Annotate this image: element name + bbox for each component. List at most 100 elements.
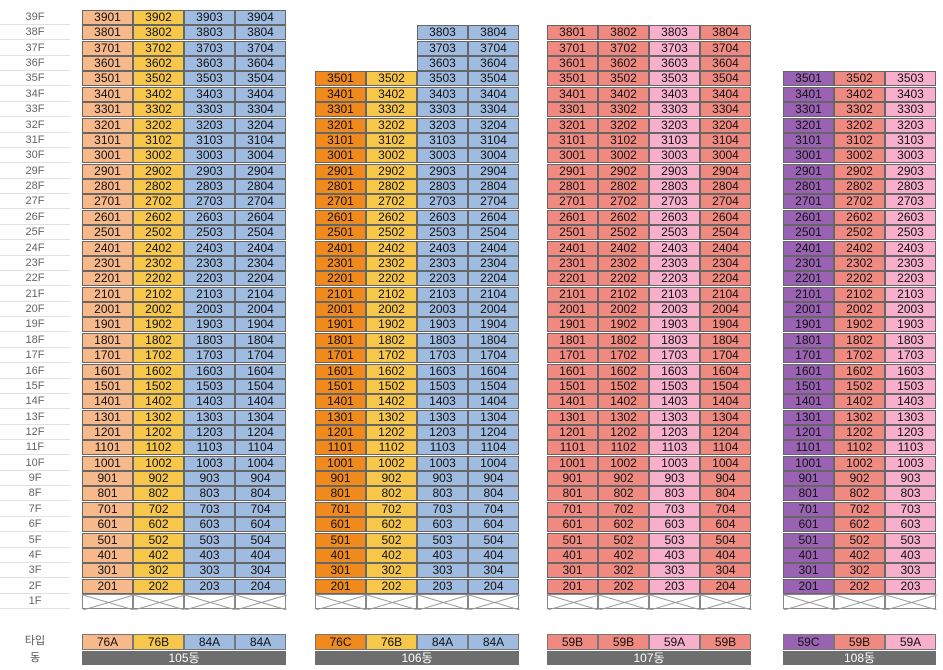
unit-cell[interactable]: 1703 (184, 348, 235, 364)
unit-cell[interactable]: 3003 (184, 148, 235, 164)
unit-cell[interactable]: 2501 (547, 225, 598, 241)
unit-cell[interactable]: 2903 (649, 163, 700, 179)
unit-cell[interactable]: 2603 (417, 209, 468, 225)
unit-cell[interactable]: 3804 (700, 25, 751, 41)
unit-cell[interactable]: 2601 (82, 209, 133, 225)
unit-cell[interactable]: 401 (547, 547, 598, 563)
unit-cell[interactable]: 1401 (783, 394, 834, 410)
unit-cell[interactable]: 1601 (82, 363, 133, 379)
unit-cell[interactable]: 602 (366, 517, 417, 533)
unit-cell[interactable]: 2602 (834, 209, 885, 225)
unit-cell[interactable]: 3103 (417, 132, 468, 148)
unit-cell[interactable]: 1402 (133, 394, 184, 410)
unit-cell[interactable]: 1602 (834, 363, 885, 379)
unit-cell[interactable]: 504 (468, 532, 519, 548)
unit-cell[interactable]: 1803 (885, 332, 936, 348)
unit-cell[interactable]: 1702 (366, 348, 417, 364)
unit-cell[interactable]: 504 (235, 532, 286, 548)
unit-cell[interactable]: 2203 (417, 271, 468, 287)
unit-cell[interactable]: 1504 (235, 378, 286, 394)
unit-cell[interactable]: 2803 (649, 179, 700, 195)
unit-cell[interactable]: 403 (417, 547, 468, 563)
unit-cell[interactable]: 3302 (598, 102, 649, 118)
unit-cell[interactable]: 2101 (315, 286, 366, 302)
unit-cell[interactable]: 1201 (82, 424, 133, 440)
unit-cell[interactable]: 2002 (834, 302, 885, 318)
unit-cell[interactable]: 3804 (235, 25, 286, 41)
unit-cell[interactable]: 2602 (598, 209, 649, 225)
unit-cell[interactable]: 703 (885, 501, 936, 517)
unit-cell[interactable]: 2502 (133, 225, 184, 241)
unit-cell[interactable]: 1403 (184, 394, 235, 410)
unit-cell[interactable]: 3302 (133, 102, 184, 118)
unit-cell[interactable]: 3204 (700, 117, 751, 133)
unit-cell[interactable]: 3703 (649, 40, 700, 56)
unit-cell[interactable]: 1602 (598, 363, 649, 379)
unit-cell[interactable]: 304 (700, 563, 751, 579)
unit-cell[interactable]: 602 (598, 517, 649, 533)
unit-cell[interactable]: 2301 (547, 255, 598, 271)
unit-cell[interactable]: 3404 (468, 86, 519, 102)
unit-cell[interactable]: 3004 (468, 148, 519, 164)
unit-cell[interactable]: 2403 (417, 240, 468, 256)
unit-cell[interactable]: 1502 (133, 378, 184, 394)
unit-cell[interactable]: 1403 (885, 394, 936, 410)
unit-cell[interactable]: 3204 (235, 117, 286, 133)
unit-cell[interactable]: 2404 (700, 240, 751, 256)
unit-cell[interactable]: 1204 (700, 424, 751, 440)
unit-cell[interactable]: 2602 (366, 209, 417, 225)
unit-cell[interactable]: 703 (649, 501, 700, 517)
unit-cell[interactable]: 3102 (834, 132, 885, 148)
unit-cell[interactable]: 901 (315, 471, 366, 487)
unit-cell[interactable]: 3501 (783, 71, 834, 87)
unit-cell[interactable]: 3202 (834, 117, 885, 133)
unit-cell[interactable]: 501 (82, 532, 133, 548)
unit-cell[interactable]: 1104 (235, 440, 286, 456)
unit-cell[interactable]: 2404 (468, 240, 519, 256)
unit-cell[interactable]: 3704 (700, 40, 751, 56)
unit-cell[interactable]: 3303 (885, 102, 936, 118)
unit-cell[interactable]: 2701 (783, 194, 834, 210)
unit-cell[interactable]: 2903 (417, 163, 468, 179)
unit-cell[interactable]: 2801 (547, 179, 598, 195)
unit-cell[interactable]: 2001 (315, 302, 366, 318)
unit-cell[interactable]: 3503 (184, 71, 235, 87)
unit-cell[interactable]: 2203 (885, 271, 936, 287)
unit-cell[interactable]: 1602 (366, 363, 417, 379)
unit-cell[interactable]: 604 (700, 517, 751, 533)
unit-cell[interactable]: 2801 (783, 179, 834, 195)
unit-cell[interactable]: 3703 (184, 40, 235, 56)
unit-cell[interactable]: 1102 (834, 440, 885, 456)
unit-cell[interactable]: 2102 (834, 286, 885, 302)
unit-cell[interactable]: 302 (598, 563, 649, 579)
unit-cell[interactable]: 3004 (700, 148, 751, 164)
unit-cell[interactable]: 502 (834, 532, 885, 548)
unit-cell[interactable]: 301 (783, 563, 834, 579)
unit-cell[interactable]: 3804 (468, 25, 519, 41)
unit-cell[interactable]: 3604 (700, 56, 751, 72)
unit-cell[interactable]: 902 (133, 471, 184, 487)
unit-cell[interactable]: 2704 (468, 194, 519, 210)
unit-cell[interactable]: 3501 (82, 71, 133, 87)
unit-cell[interactable]: 3101 (315, 132, 366, 148)
unit-cell[interactable]: 1301 (783, 409, 834, 425)
unit-cell[interactable]: 2202 (133, 271, 184, 287)
unit-cell[interactable]: 1304 (700, 409, 751, 425)
unit-cell[interactable]: 1502 (598, 378, 649, 394)
unit-cell[interactable]: 3601 (82, 56, 133, 72)
unit-cell[interactable]: 3501 (315, 71, 366, 87)
unit-cell[interactable]: 2301 (783, 255, 834, 271)
unit-cell[interactable]: 3801 (82, 25, 133, 41)
unit-cell[interactable]: 702 (133, 501, 184, 517)
unit-cell[interactable]: 3701 (547, 40, 598, 56)
unit-cell[interactable]: 502 (366, 532, 417, 548)
unit-cell[interactable]: 3904 (235, 10, 286, 25)
unit-cell[interactable]: 1203 (885, 424, 936, 440)
unit-cell[interactable]: 1702 (834, 348, 885, 364)
unit-cell[interactable]: 1404 (700, 394, 751, 410)
unit-cell[interactable]: 3702 (598, 40, 649, 56)
unit-cell[interactable]: 2001 (82, 302, 133, 318)
unit-cell[interactable]: 3503 (649, 71, 700, 87)
unit-cell[interactable]: 1104 (468, 440, 519, 456)
unit-cell[interactable]: 501 (547, 532, 598, 548)
